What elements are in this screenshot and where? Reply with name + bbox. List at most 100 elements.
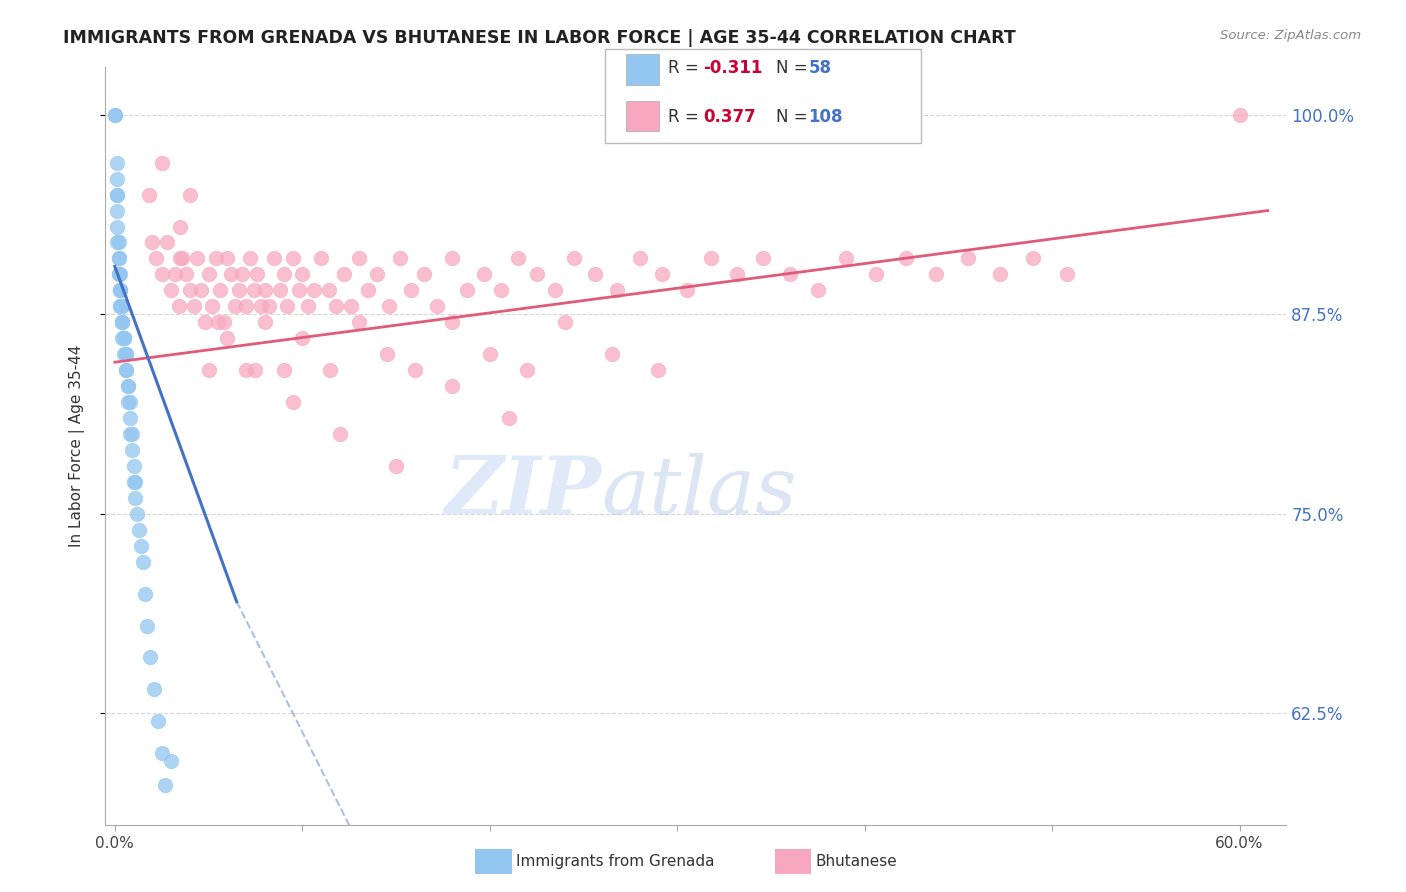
Point — [956, 252, 979, 266]
Point — [183, 299, 205, 313]
Point — [172, 252, 194, 266]
Point — [111, 315, 134, 329]
Point — [135, 618, 157, 632]
Point — [174, 268, 197, 282]
Point — [377, 299, 399, 313]
Point — [281, 395, 304, 409]
Point — [156, 235, 179, 250]
Point — [167, 299, 190, 313]
Point — [441, 252, 464, 266]
Point — [399, 284, 422, 298]
Point — [291, 268, 314, 282]
Point — [115, 363, 138, 377]
Point — [163, 268, 186, 282]
Text: IMMIGRANTS FROM GRENADA VS BHUTANESE IN LABOR FORCE | AGE 35-44 CORRELATION CHAR: IMMIGRANTS FROM GRENADA VS BHUTANESE IN … — [63, 29, 1017, 47]
Y-axis label: In Labor Force | Age 35-44: In Labor Force | Age 35-44 — [69, 345, 84, 547]
Point — [235, 299, 257, 313]
Point — [150, 268, 173, 282]
Point — [110, 299, 132, 313]
Point — [141, 235, 163, 250]
Point — [269, 284, 291, 298]
Point — [134, 587, 156, 601]
Point — [212, 315, 235, 329]
Point — [246, 268, 269, 282]
Point — [357, 284, 380, 298]
Point — [160, 754, 183, 768]
Point — [231, 268, 253, 282]
Point — [544, 284, 567, 298]
Point — [197, 268, 219, 282]
Point — [441, 315, 464, 329]
Point — [169, 252, 191, 266]
Point — [124, 475, 146, 489]
Point — [865, 268, 887, 282]
Point — [287, 284, 309, 298]
Text: 108: 108 — [808, 108, 844, 126]
Point — [526, 268, 548, 282]
Point — [115, 363, 138, 377]
Point — [700, 252, 723, 266]
Text: N =: N = — [776, 108, 813, 126]
Point — [107, 252, 129, 266]
Text: 0.377: 0.377 — [703, 108, 756, 126]
Point — [105, 219, 128, 234]
Point — [1229, 108, 1251, 122]
Point — [562, 252, 585, 266]
Point — [160, 284, 183, 298]
Point — [318, 284, 340, 298]
Point — [297, 299, 319, 313]
Point — [194, 315, 217, 329]
Point — [235, 363, 257, 377]
Point — [132, 555, 155, 569]
Point — [105, 187, 128, 202]
Point — [121, 427, 143, 442]
Point — [219, 268, 242, 282]
Point — [628, 252, 651, 266]
Point — [186, 252, 208, 266]
Point — [110, 268, 132, 282]
Text: R =: R = — [668, 108, 704, 126]
Point — [606, 284, 628, 298]
Point — [105, 155, 128, 169]
Point — [506, 252, 529, 266]
Text: ZIP: ZIP — [444, 453, 602, 530]
Point — [111, 315, 134, 329]
Point — [273, 363, 295, 377]
Text: Source: ZipAtlas.com: Source: ZipAtlas.com — [1220, 29, 1361, 43]
Point — [516, 363, 538, 377]
Point — [122, 475, 145, 489]
Point — [118, 427, 141, 442]
Point — [201, 299, 224, 313]
Text: 58: 58 — [808, 59, 831, 77]
Point — [128, 523, 150, 537]
Point — [115, 347, 138, 361]
Point — [332, 268, 354, 282]
Point — [925, 268, 948, 282]
Point — [118, 411, 141, 425]
Point — [426, 299, 449, 313]
Point — [807, 284, 830, 298]
Point — [110, 284, 132, 298]
Point — [651, 268, 673, 282]
Point — [107, 235, 129, 250]
Point — [104, 108, 127, 122]
Point — [388, 252, 411, 266]
Point — [325, 299, 347, 313]
Point — [112, 331, 135, 345]
Point — [105, 187, 128, 202]
Point — [208, 284, 231, 298]
Point — [110, 299, 132, 313]
Text: Immigrants from Grenada: Immigrants from Grenada — [516, 855, 714, 869]
Point — [340, 299, 363, 313]
Point — [276, 299, 298, 313]
Point — [263, 252, 285, 266]
Point — [347, 315, 370, 329]
Point — [179, 187, 201, 202]
Point — [253, 284, 276, 298]
Point — [143, 682, 166, 697]
Point — [366, 268, 388, 282]
Text: -0.311: -0.311 — [703, 59, 762, 77]
Point — [146, 714, 169, 729]
Point — [150, 155, 173, 169]
Point — [155, 778, 177, 792]
